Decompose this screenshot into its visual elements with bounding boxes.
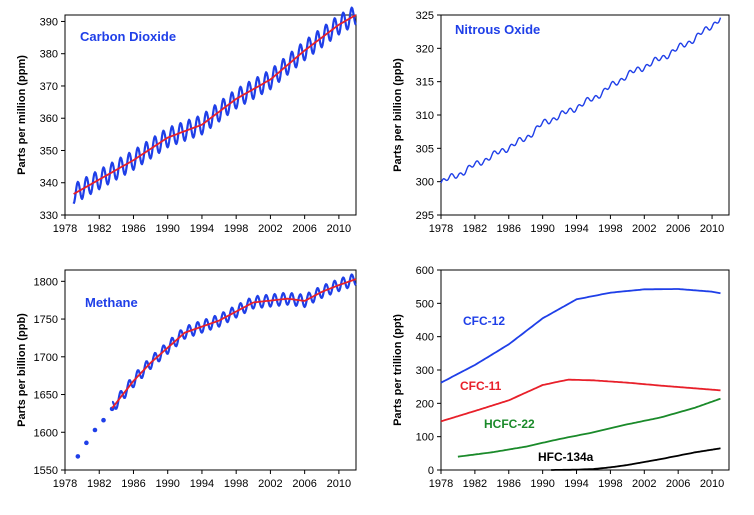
y-tick-label: 330 — [40, 210, 58, 222]
x-tick-label: 1978 — [53, 223, 77, 235]
y-tick-label: 100 — [416, 432, 434, 444]
y-tick-label: 1550 — [34, 465, 58, 477]
series-line-hcfc-22 — [457, 397, 721, 458]
y-tick-label: 300 — [416, 177, 434, 189]
x-tick-label: 1986 — [497, 223, 521, 235]
x-tick-label: 1998 — [224, 223, 248, 235]
y-tick-label: 340 — [40, 178, 58, 190]
x-tick-label: 1994 — [190, 223, 214, 235]
x-tick-label: 1978 — [53, 478, 77, 490]
x-tick-label: 2006 — [666, 223, 690, 235]
x-tick-label: 1998 — [224, 478, 248, 490]
chart-panel-1: 330 340 350 360 370 380 390 1978 1982 1986 1990 199… — [16, 6, 357, 235]
x-tick-label: 1994 — [190, 478, 214, 490]
series-line-monthly — [111, 273, 357, 410]
plot-frame — [64, 14, 357, 216]
x-tick-label: 1982 — [463, 478, 487, 490]
x-tick-label: 1978 — [429, 223, 453, 235]
y-tick-label: 600 — [416, 265, 434, 277]
y-tick-label: 360 — [40, 113, 58, 125]
y-tick-label: 305 — [416, 143, 434, 155]
x-tick-label: 1978 — [429, 478, 453, 490]
x-tick-label: 1986 — [121, 223, 145, 235]
series-line-main — [440, 17, 722, 184]
x-tick-label: 2010 — [327, 478, 351, 490]
series-line-trend — [111, 278, 357, 409]
x-tick-label: 1990 — [155, 223, 179, 235]
y-tick-label: 370 — [40, 81, 58, 93]
y-tick-label: 1600 — [34, 427, 58, 439]
y-tick-label: 315 — [416, 77, 434, 89]
data-point — [101, 417, 106, 423]
x-tick-label: 1982 — [463, 223, 487, 235]
chart-title: Carbon Dioxide — [80, 29, 176, 44]
x-tick-label: 2002 — [258, 223, 282, 235]
y-axis-label: Parts per trillion (ppt) — [392, 314, 404, 426]
chart-panel-3: 1550 1600 1650 1700 1750 1800 1978 1982 1986 1990… — [16, 269, 357, 490]
y-tick-label: 380 — [40, 49, 58, 61]
y-tick-label: 300 — [416, 365, 434, 377]
y-tick-label: 0 — [428, 465, 434, 477]
x-tick-label: 2010 — [700, 223, 724, 235]
y-tick-label: 310 — [416, 110, 434, 122]
plot-frame — [440, 269, 730, 471]
series-line-cfc-12 — [440, 288, 721, 384]
y-tick-label: 400 — [416, 332, 434, 344]
x-tick-label: 2002 — [632, 223, 656, 235]
y-tick-label: 350 — [40, 145, 58, 157]
x-tick-label: 1982 — [87, 478, 111, 490]
x-tick-label: 1986 — [497, 478, 521, 490]
x-tick-label: 2010 — [327, 223, 351, 235]
x-tick-label: 2006 — [292, 223, 316, 235]
y-tick-label: 1800 — [34, 276, 58, 288]
y-tick-label: 200 — [416, 398, 434, 410]
series-label: HFC-134a — [538, 450, 594, 464]
x-tick-label: 1986 — [121, 478, 145, 490]
y-tick-label: 500 — [416, 298, 434, 310]
chart-title: Methane — [85, 295, 138, 310]
series-label: CFC-12 — [463, 314, 505, 328]
series-line-hfc-134a — [551, 447, 721, 471]
x-tick-label: 1998 — [598, 223, 622, 235]
y-axis-label: Parts per million (ppm) — [16, 55, 28, 175]
x-tick-label: 2010 — [700, 478, 724, 490]
x-tick-label: 1998 — [598, 478, 622, 490]
series-line-monthly — [72, 6, 357, 205]
y-tick-label: 390 — [40, 16, 58, 28]
x-tick-label: 1994 — [564, 478, 588, 490]
chart-title: Nitrous Oxide — [455, 22, 540, 37]
x-tick-label: 2006 — [292, 478, 316, 490]
x-tick-label: 1982 — [87, 223, 111, 235]
series-line-trend — [73, 14, 357, 195]
chart-panel-4: 0 100 200 300 400 500 600 1978 1982 1986 1990 1994 1… — [392, 265, 730, 490]
plot-frame — [64, 269, 357, 471]
x-tick-label: 1990 — [530, 478, 554, 490]
y-tick-label: 1650 — [34, 390, 58, 402]
x-tick-label: 1994 — [564, 223, 588, 235]
chart-panel-2: 295 300 305 310 315 320 325 1978 1982 1986 1990 199… — [392, 10, 730, 235]
data-point — [75, 454, 81, 459]
data-point — [84, 440, 89, 446]
series-label: CFC-11 — [460, 379, 502, 393]
y-axis-label: Parts per billion (ppb) — [392, 58, 404, 172]
y-tick-label: 325 — [416, 10, 434, 22]
x-tick-label: 1990 — [530, 223, 554, 235]
y-axis-label: Parts per billion (ppb) — [16, 313, 28, 427]
y-tick-label: 1750 — [34, 314, 58, 326]
x-tick-label: 1990 — [155, 478, 179, 490]
x-tick-label: 2002 — [258, 478, 282, 490]
series-line-cfc-11 — [440, 378, 721, 423]
series-label: HCFC-22 — [484, 417, 535, 431]
y-tick-label: 295 — [416, 210, 434, 222]
data-point — [92, 427, 98, 433]
x-tick-label: 2002 — [632, 478, 656, 490]
y-tick-label: 320 — [416, 43, 434, 55]
x-tick-label: 2006 — [666, 478, 690, 490]
y-tick-label: 1700 — [34, 352, 58, 364]
